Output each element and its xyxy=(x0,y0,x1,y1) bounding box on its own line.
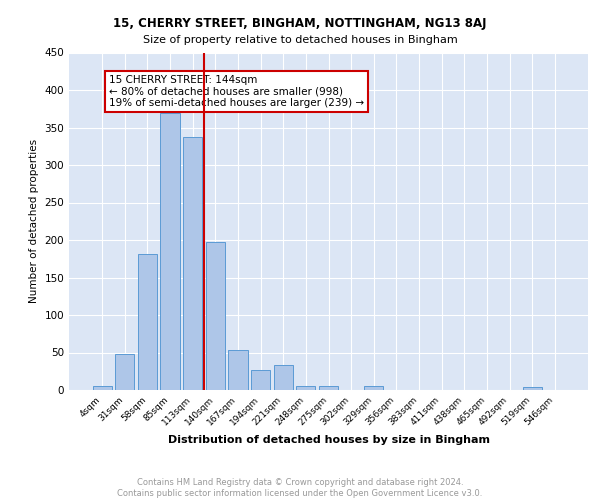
Bar xyxy=(160,112,180,390)
Bar xyxy=(183,136,202,390)
Bar xyxy=(274,365,293,390)
Text: 15 CHERRY STREET: 144sqm
← 80% of detached houses are smaller (998)
19% of semi-: 15 CHERRY STREET: 144sqm ← 80% of detach… xyxy=(109,75,364,108)
Bar xyxy=(115,354,134,390)
Text: Size of property relative to detached houses in Bingham: Size of property relative to detached ho… xyxy=(143,35,457,45)
Bar xyxy=(92,386,112,390)
Bar xyxy=(138,254,157,390)
Text: 15, CHERRY STREET, BINGHAM, NOTTINGHAM, NG13 8AJ: 15, CHERRY STREET, BINGHAM, NOTTINGHAM, … xyxy=(113,18,487,30)
Y-axis label: Number of detached properties: Number of detached properties xyxy=(29,139,39,304)
Text: Contains HM Land Registry data © Crown copyright and database right 2024.
Contai: Contains HM Land Registry data © Crown c… xyxy=(118,478,482,498)
Bar xyxy=(251,370,270,390)
Bar xyxy=(206,242,225,390)
Bar xyxy=(229,350,248,390)
Bar xyxy=(296,386,316,390)
Bar xyxy=(523,387,542,390)
Bar xyxy=(364,386,383,390)
X-axis label: Distribution of detached houses by size in Bingham: Distribution of detached houses by size … xyxy=(167,436,490,446)
Bar xyxy=(319,386,338,390)
